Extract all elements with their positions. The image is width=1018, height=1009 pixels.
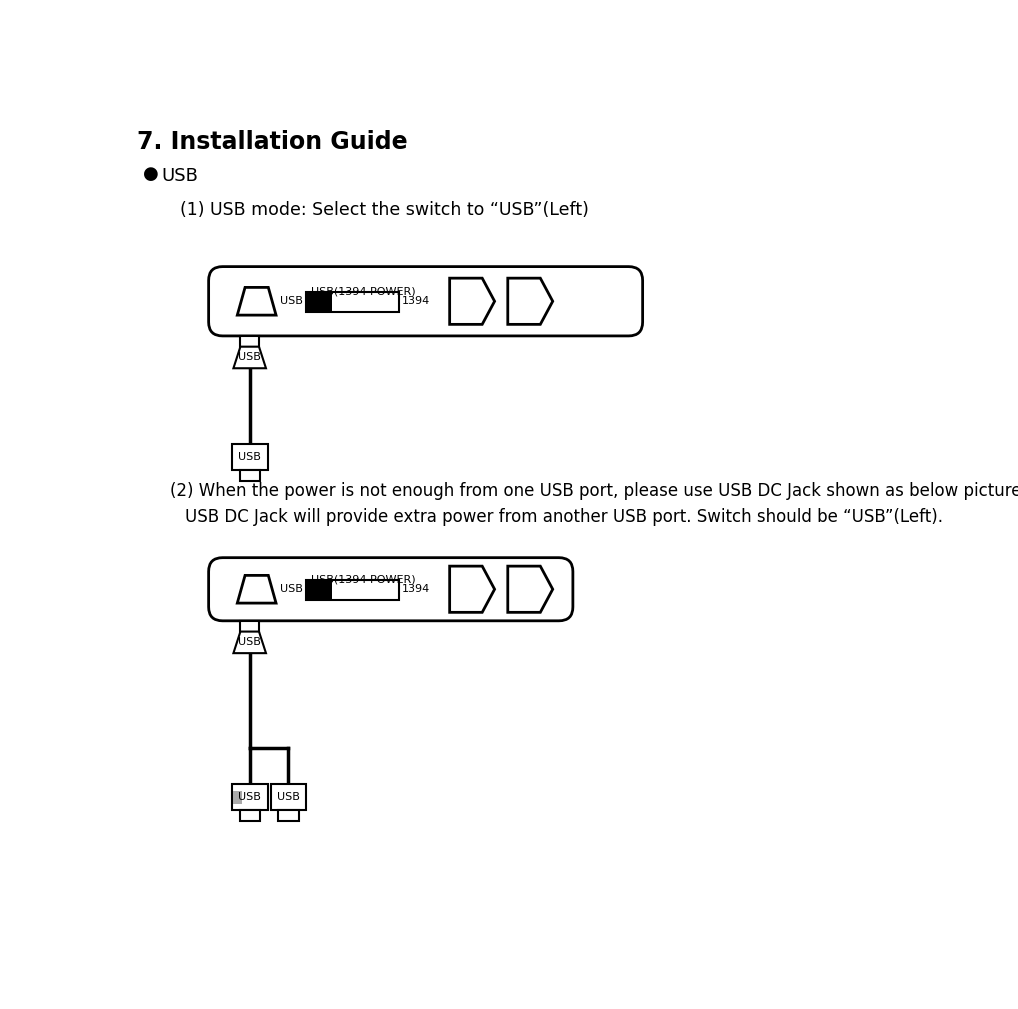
Bar [239,810,260,821]
FancyBboxPatch shape [209,266,642,336]
Polygon shape [237,288,276,315]
Polygon shape [233,632,266,653]
Bar [278,810,298,821]
Text: 1394: 1394 [401,584,430,594]
Text: 7. Installation Guide: 7. Installation Guide [136,130,407,154]
Text: USB(1394 POWER): USB(1394 POWER) [312,287,416,297]
Bar [305,580,332,600]
Bar [233,791,242,804]
Polygon shape [237,575,276,603]
Bar [232,444,268,470]
Text: USB: USB [277,792,300,802]
Text: USB: USB [161,166,199,185]
Bar [271,784,306,810]
Text: ●: ● [143,164,159,183]
Text: (1) USB mode: Select the switch to “USB”(Left): (1) USB mode: Select the switch to “USB”… [180,201,588,219]
Bar [305,292,332,312]
Bar [240,621,259,632]
Polygon shape [450,278,495,324]
Text: USB: USB [238,352,262,362]
Text: USB: USB [238,452,262,462]
Text: USB(1394 POWER): USB(1394 POWER) [312,574,416,584]
Polygon shape [508,278,553,324]
Bar [240,336,259,347]
Text: USB: USB [280,584,302,594]
Text: USB: USB [238,792,262,802]
Text: (2) When the power is not enough from one USB port, please use USB DC Jack shown: (2) When the power is not enough from on… [170,482,1018,500]
Polygon shape [450,566,495,612]
Bar [305,580,398,600]
Polygon shape [233,347,266,368]
Text: USB: USB [280,297,302,307]
FancyBboxPatch shape [209,558,573,621]
Text: USB DC Jack will provide extra power from another USB port. Switch should be “US: USB DC Jack will provide extra power fro… [185,508,944,526]
Text: 1394: 1394 [401,297,430,307]
Text: USB: USB [238,638,262,648]
Bar [239,470,260,480]
Bar [305,292,398,312]
Polygon shape [508,566,553,612]
Bar [232,784,268,810]
